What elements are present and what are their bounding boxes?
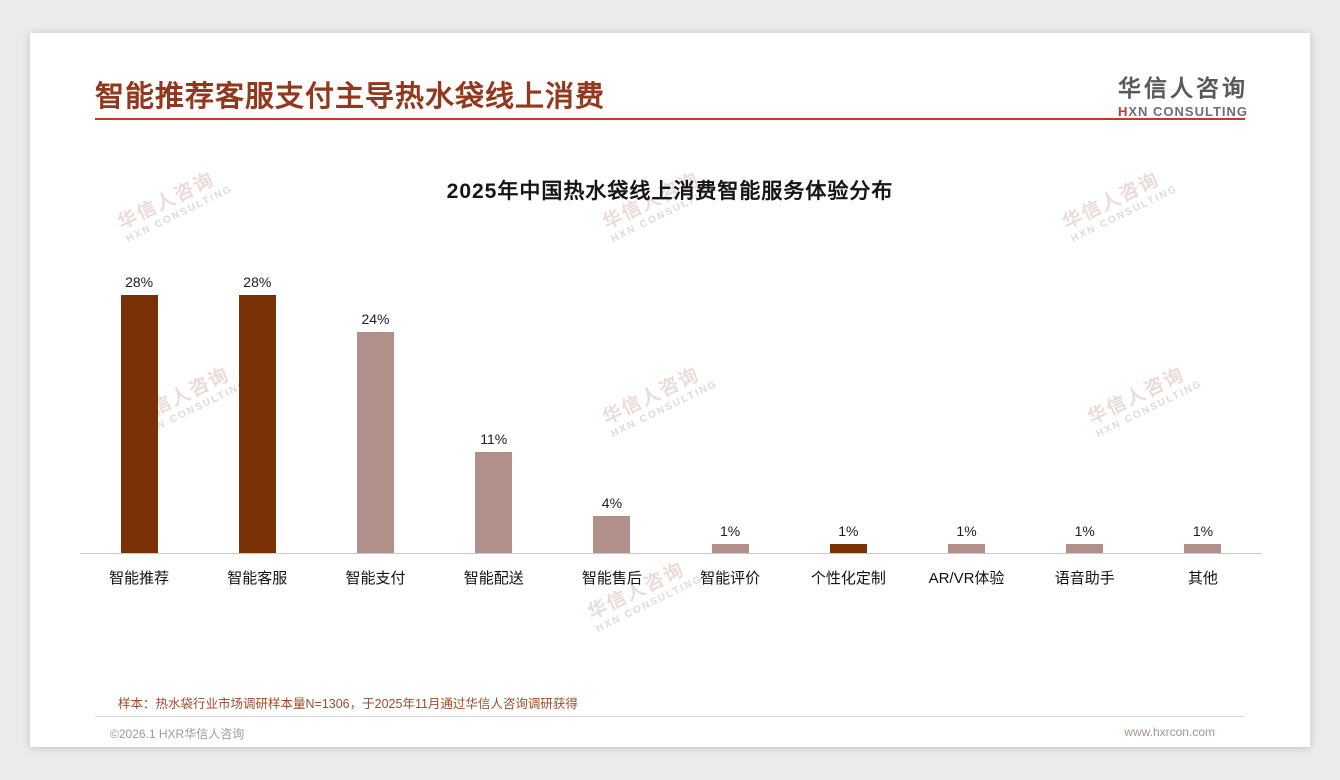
bar [238, 295, 276, 553]
bar [1184, 543, 1222, 553]
bar-value-label: 28% [243, 274, 272, 291]
category-label: 智能推荐 [109, 570, 170, 587]
bar-group: 1% [1026, 265, 1144, 553]
watermark: 华信人咨询 HXN CONSULTING [583, 549, 705, 635]
bar-value-label: 1% [838, 522, 859, 539]
category-labels: 智能推荐 智能客服 智能支付 智能配送 智能售后 智能评价 个性化定制 AR/VR体验 语音助手… [80, 567, 1262, 588]
bar-value-label: 28% [125, 274, 154, 291]
bar-group: 1% [907, 265, 1025, 553]
website-url: www.hxrcon.com [1124, 725, 1215, 739]
bar-group: 1% [789, 265, 907, 553]
slide-card: 华信人咨询 HXN CONSULTING 华信人咨询 HXN CONSULTIN… [30, 33, 1310, 747]
brand-logo: 华信人咨询 HXN CONSULTING [1118, 69, 1248, 119]
copyright-text: ©2026.1 HXR华信人咨询 [110, 727, 245, 741]
category-label: 智能客服 [227, 570, 288, 587]
bar [475, 451, 513, 553]
category-label: AR/VR体验 [928, 570, 1005, 587]
bar [711, 543, 749, 553]
page-title: 智能推荐客服支付主导热水袋线上消费 [95, 81, 606, 113]
category-label: 语音助手 [1054, 570, 1115, 587]
footer-divider [95, 716, 1245, 717]
bar-group: 28% [80, 265, 198, 553]
bar [1066, 543, 1104, 553]
category-label: 其他 [1187, 570, 1218, 587]
brand-name: 华信人咨询 [1117, 75, 1248, 101]
bar-value-label: 1% [1192, 522, 1214, 539]
bar-value-label: 4% [601, 495, 623, 512]
category-label: 智能评价 [700, 570, 761, 587]
category-label: 个性化定制 [810, 570, 886, 587]
bar-group: 28% [198, 265, 316, 553]
bar-value-label: 11% [480, 430, 508, 447]
bar-group: 11% [435, 265, 553, 553]
category-label: 智能配送 [463, 570, 524, 587]
brand-initial: H [1117, 104, 1129, 119]
bar-value-label: 24% [361, 311, 390, 328]
bar-plot: 28% 28% 24% 11% 4% 1% 1% 1% 1% 1% [80, 265, 1262, 553]
bar [829, 543, 867, 553]
category-label: 智能售后 [581, 570, 642, 587]
bar [948, 543, 986, 553]
brand-subtitle: HXN CONSULTING [1118, 104, 1248, 119]
bar-group: 24% [316, 265, 434, 553]
bar-value-label: 1% [1074, 522, 1095, 539]
sample-note: 样本：热水袋行业市场调研样本量N=1306，于2025年11月通过华信人咨询调研… [118, 697, 578, 711]
category-label: 智能支付 [345, 570, 406, 587]
bar [357, 332, 394, 553]
bar-group: 4% [553, 265, 671, 553]
bar [593, 516, 631, 553]
brand-rest: XN CONSULTING [1128, 104, 1248, 119]
header-divider [95, 118, 1245, 120]
bar-group: 1% [671, 265, 789, 553]
bar-value-label: 1% [720, 522, 741, 539]
chart-title: 2025年中国热水袋线上消费智能服务体验分布 [446, 180, 894, 203]
x-axis-line [80, 553, 1262, 554]
bar-value-label: 1% [956, 522, 977, 539]
bar [120, 295, 158, 553]
bar-group: 1% [1144, 265, 1262, 553]
